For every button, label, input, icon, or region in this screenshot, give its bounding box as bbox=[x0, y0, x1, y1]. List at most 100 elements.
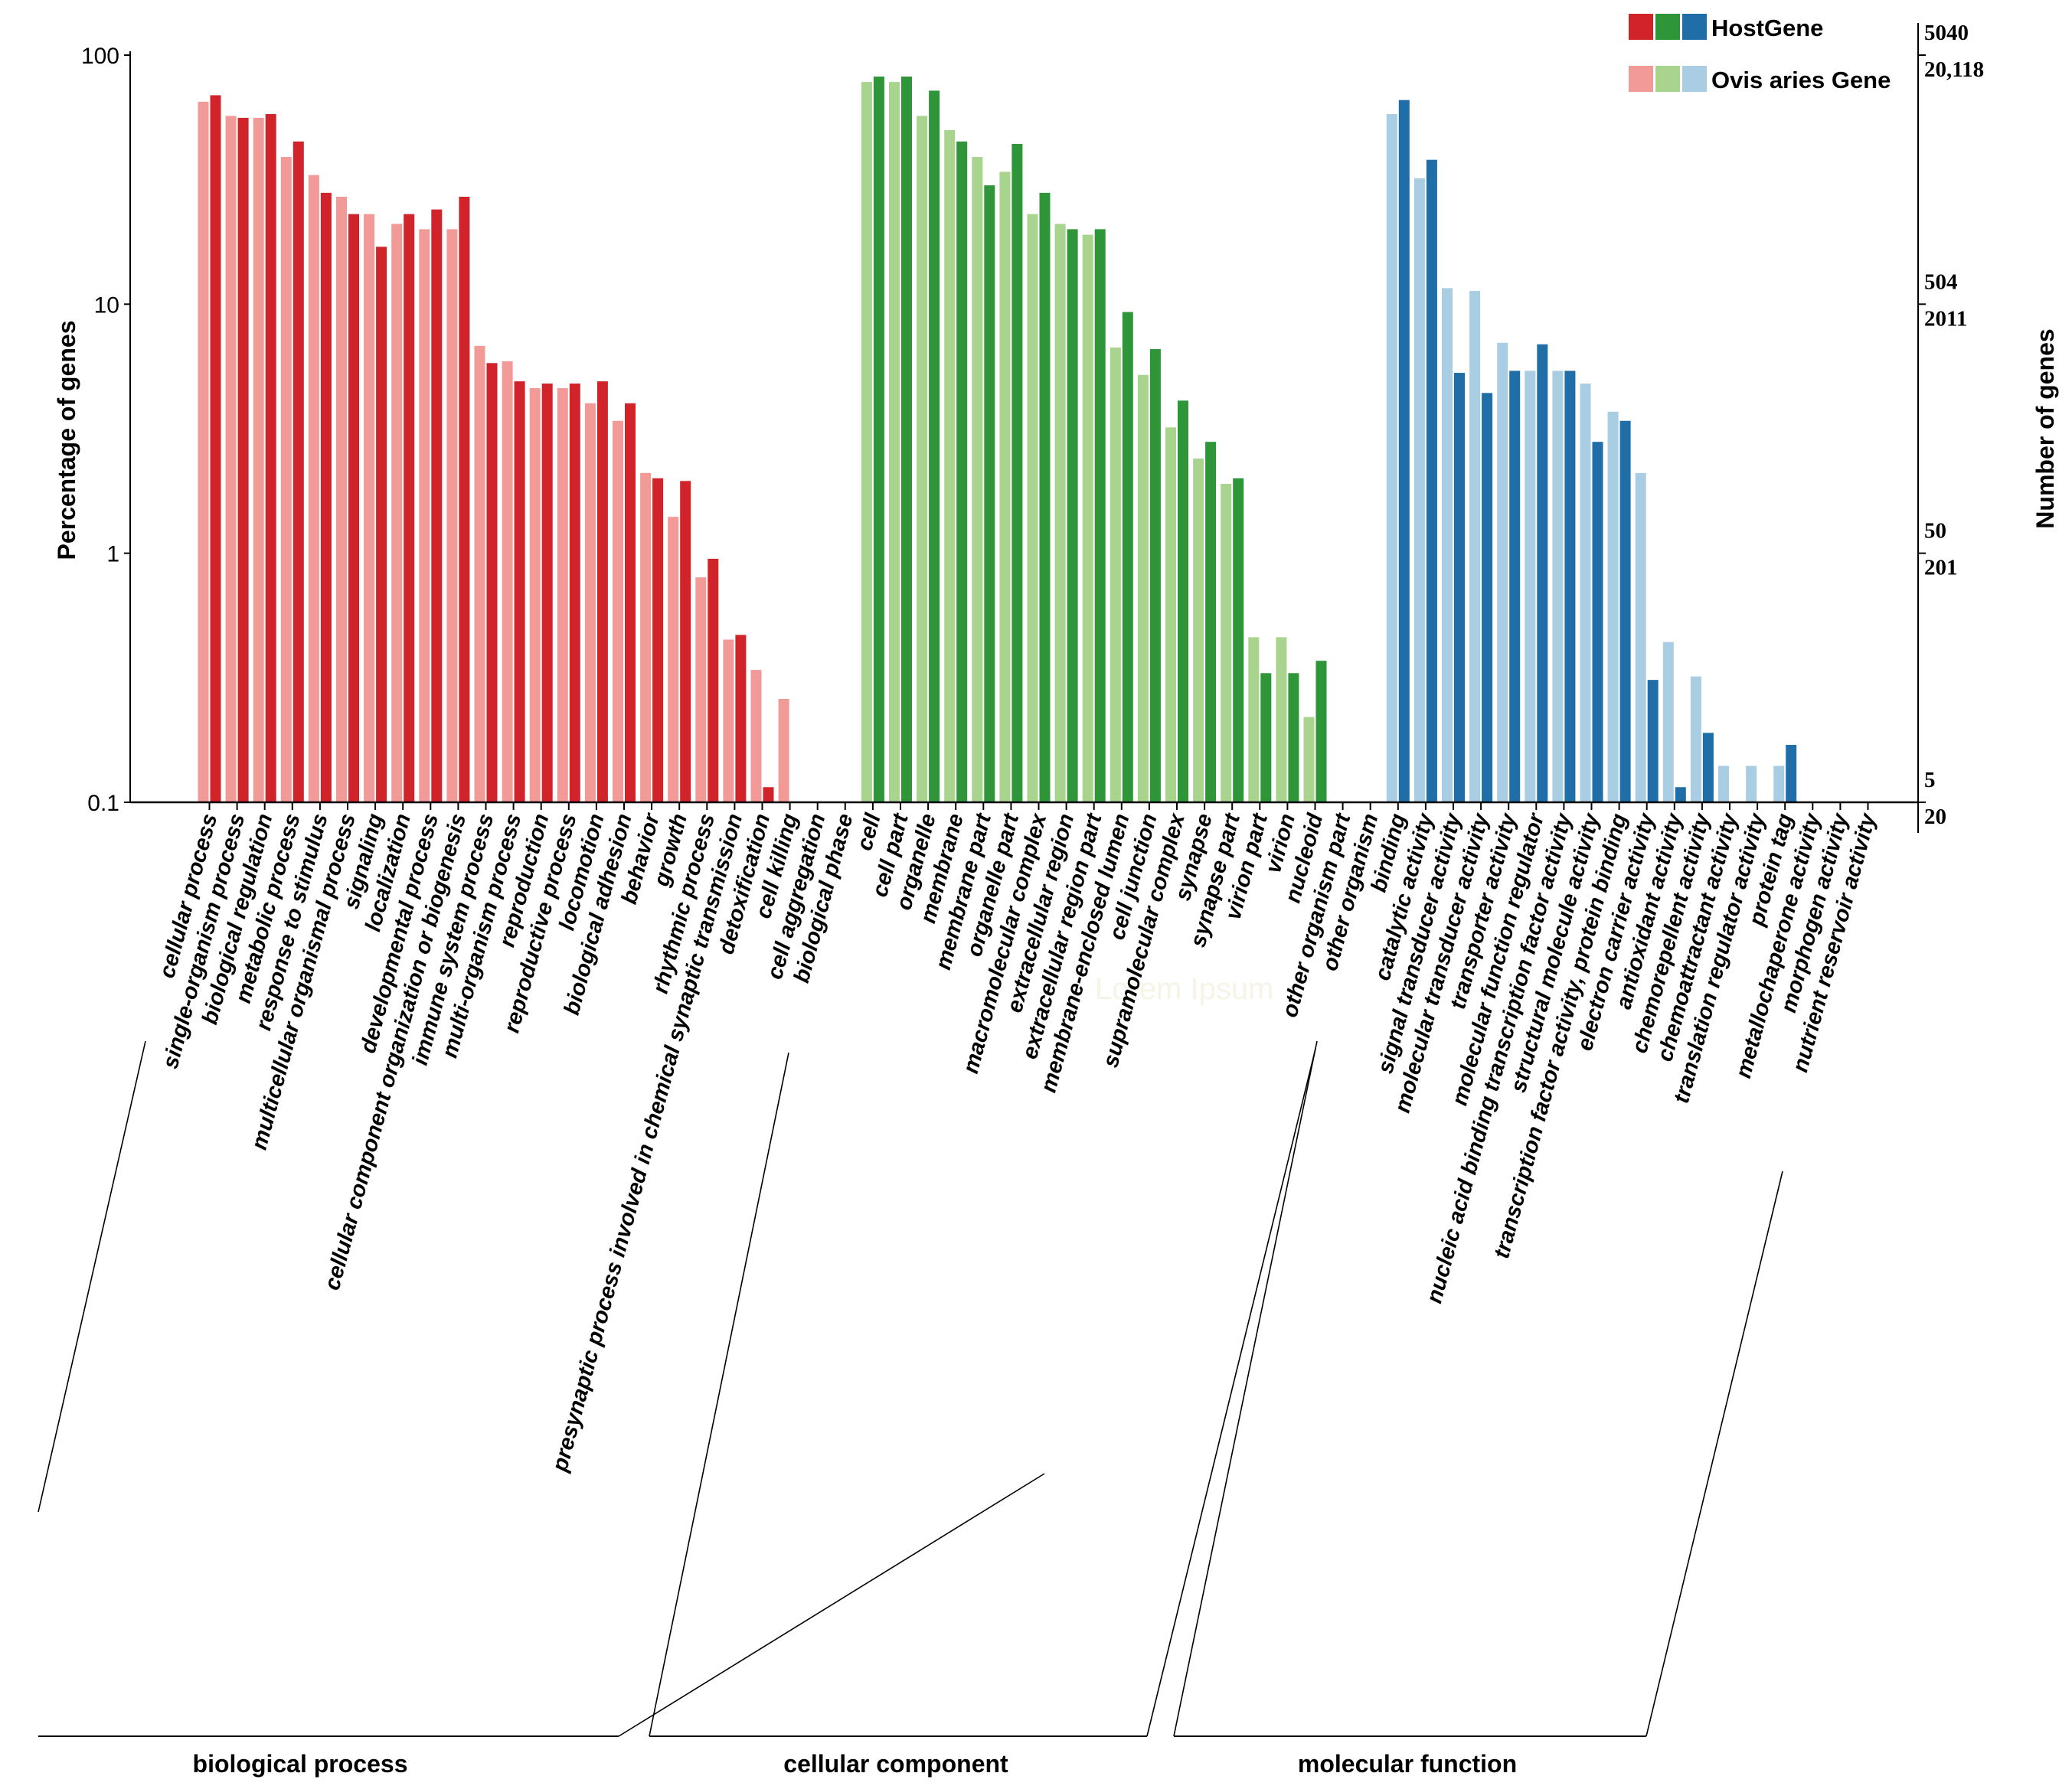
bar-host-cell-part bbox=[901, 77, 912, 802]
bar-ovis-molecular-transducer-activity bbox=[1469, 291, 1481, 802]
bar-host-biological-regulation bbox=[265, 113, 276, 803]
bar-host-transporter-activity bbox=[1509, 371, 1521, 803]
y2-tick-host-2: 50 bbox=[1924, 519, 1946, 544]
bar-ovis-catalytic-activity bbox=[1413, 178, 1425, 802]
bar-ovis-extracellular-region-part bbox=[1082, 234, 1093, 802]
bar-host-single-organism-process bbox=[237, 117, 249, 802]
bar-host-extracellular-region-part bbox=[1094, 229, 1106, 802]
bar-host-transcription-factor-activity-protein-binding bbox=[1619, 420, 1631, 802]
legend-swatch-hostgene-0 bbox=[1629, 14, 1653, 40]
legend-swatch-hostgene-1 bbox=[1655, 14, 1680, 40]
bar-ovis-biological-adhesion bbox=[613, 420, 623, 802]
bar-ovis-presynaptic-process-involved-in-chemical-synaptic-transmission bbox=[723, 639, 734, 802]
group-bracket-left-molecular-function bbox=[1173, 1040, 1318, 1737]
y-axis-title: Percentage of genes bbox=[53, 321, 80, 560]
bar-ovis-nucleic-acid-binding-transcription-factor-activity bbox=[1552, 371, 1564, 803]
group-bracket-right-molecular-function bbox=[1646, 1171, 1783, 1737]
bar-ovis-multi-organism-process bbox=[502, 361, 513, 802]
y2-tick-host-3: 5 bbox=[1924, 768, 1936, 792]
bar-ovis-cellular-component-organization-or-biogenesis bbox=[446, 229, 458, 802]
bar-host-membrane bbox=[956, 141, 968, 802]
bar-host-organelle bbox=[929, 90, 940, 803]
legend-label-ovis-aries-gene: Ovis aries Gene bbox=[1711, 67, 1891, 93]
bar-ovis-nucleoid bbox=[1303, 717, 1315, 802]
y2-tick-host-1: 504 bbox=[1924, 269, 1958, 294]
legend-swatch-ovis-aries-gene-2 bbox=[1682, 66, 1707, 92]
bar-ovis-cellular-process bbox=[198, 101, 209, 802]
bar-ovis-detoxification bbox=[750, 670, 762, 802]
bar-host-cellular-process bbox=[210, 95, 221, 803]
bar-ovis-multicellular-organismal-process bbox=[336, 196, 347, 802]
bar-host-nucleic-acid-binding-transcription-factor-activity bbox=[1564, 371, 1576, 803]
y2-tick-ovis-0: 20,118 bbox=[1924, 57, 1984, 82]
bar-ovis-developmental-process bbox=[419, 229, 430, 802]
bar-host-molecular-transducer-activity bbox=[1482, 393, 1493, 802]
bar-host-antioxidant-activity bbox=[1675, 787, 1686, 802]
bar-ovis-membrane-enclosed-lumen bbox=[1110, 347, 1121, 802]
bar-host-macromolecular-complex bbox=[1039, 192, 1051, 803]
bar-ovis-cell-junction bbox=[1137, 374, 1149, 802]
watermark: Lorem Ipsum bbox=[1095, 972, 1273, 1006]
group-bracket-right-biological-process bbox=[618, 1473, 1045, 1737]
bar-host-developmental-process bbox=[431, 209, 443, 802]
bar-ovis-structural-molecule-activity bbox=[1580, 384, 1591, 802]
bar-ovis-transporter-activity bbox=[1497, 342, 1508, 802]
y2-tick-ovis-1: 2011 bbox=[1924, 306, 1967, 331]
bar-ovis-reproduction bbox=[529, 388, 541, 802]
bars-layer bbox=[198, 77, 1797, 803]
y-tick-label-0-1: 0.1 bbox=[87, 791, 119, 816]
bar-host-virion-part bbox=[1260, 673, 1272, 802]
group-bracket-left-cellular-component bbox=[649, 1052, 789, 1737]
axes-layer: 100 10 1 0.1 5040 20,118 504 2011 50 201 5 20 biolog… bbox=[38, 21, 1984, 1778]
bar-ovis-cell-killing bbox=[778, 698, 789, 802]
bar-host-cellular-component-organization-or-biogenesis bbox=[459, 196, 470, 802]
bar-ovis-metabolic-process bbox=[280, 157, 292, 803]
bar-host-virion bbox=[1288, 673, 1299, 802]
bar-ovis-reproductive-process bbox=[557, 388, 568, 802]
bar-ovis-macromolecular-complex bbox=[1027, 214, 1038, 802]
bar-host-multicellular-organismal-process bbox=[348, 214, 359, 802]
bar-host-membrane-enclosed-lumen bbox=[1122, 312, 1133, 802]
bar-ovis-membrane bbox=[944, 129, 956, 803]
bar-host-electron-carrier-activity bbox=[1647, 680, 1659, 802]
bar-host-biological-adhesion bbox=[625, 403, 636, 802]
bar-host-signal-transducer-activity bbox=[1454, 373, 1465, 802]
bar-ovis-translation-regulator-activity bbox=[1746, 766, 1757, 802]
bar-ovis-signal-transducer-activity bbox=[1442, 288, 1453, 802]
bar-host-cell bbox=[873, 77, 884, 802]
bar-ovis-antioxidant-activity bbox=[1662, 642, 1674, 802]
bar-ovis-single-organism-process bbox=[225, 116, 237, 802]
bar-ovis-cell-part bbox=[889, 82, 900, 802]
bar-ovis-virion-part bbox=[1248, 637, 1260, 802]
bar-ovis-electron-carrier-activity bbox=[1635, 472, 1646, 802]
bar-ovis-growth bbox=[668, 517, 679, 802]
bar-host-organelle-part bbox=[1011, 143, 1023, 803]
bar-host-immune-system-process bbox=[486, 363, 498, 802]
bar-ovis-biological-regulation bbox=[253, 117, 264, 802]
bar-ovis-chemorepellent-activity bbox=[1690, 676, 1701, 802]
bar-host-multi-organism-process bbox=[514, 381, 525, 802]
bar-host-chemorepellent-activity bbox=[1702, 733, 1714, 802]
legend-label-hostgene: HostGene bbox=[1711, 15, 1823, 41]
bar-host-locomotion bbox=[596, 381, 608, 802]
bar-ovis-synapse-part bbox=[1221, 483, 1232, 802]
bar-ovis-behavior bbox=[640, 472, 652, 802]
bar-ovis-protein-tag bbox=[1773, 766, 1785, 802]
bar-host-molecular-function-regulator bbox=[1537, 344, 1548, 802]
bar-ovis-chemoattractant-activity bbox=[1718, 766, 1729, 802]
bar-host-nucleoid bbox=[1315, 661, 1327, 802]
bar-ovis-locomotion bbox=[584, 403, 596, 802]
bar-host-localization bbox=[404, 214, 415, 802]
bar-ovis-binding bbox=[1386, 113, 1397, 803]
y-tick-label-10: 10 bbox=[94, 292, 119, 318]
bar-ovis-supramolecular-complex bbox=[1165, 427, 1176, 802]
bar-host-binding bbox=[1398, 100, 1410, 802]
bar-host-presynaptic-process-involved-in-chemical-synaptic-transmission bbox=[735, 635, 747, 802]
bar-host-catalytic-activity bbox=[1426, 159, 1437, 803]
bar-host-growth bbox=[680, 481, 691, 802]
bar-ovis-signaling bbox=[364, 214, 375, 802]
bar-host-structural-molecule-activity bbox=[1592, 442, 1603, 802]
bar-ovis-response-to-stimulus bbox=[308, 175, 319, 803]
